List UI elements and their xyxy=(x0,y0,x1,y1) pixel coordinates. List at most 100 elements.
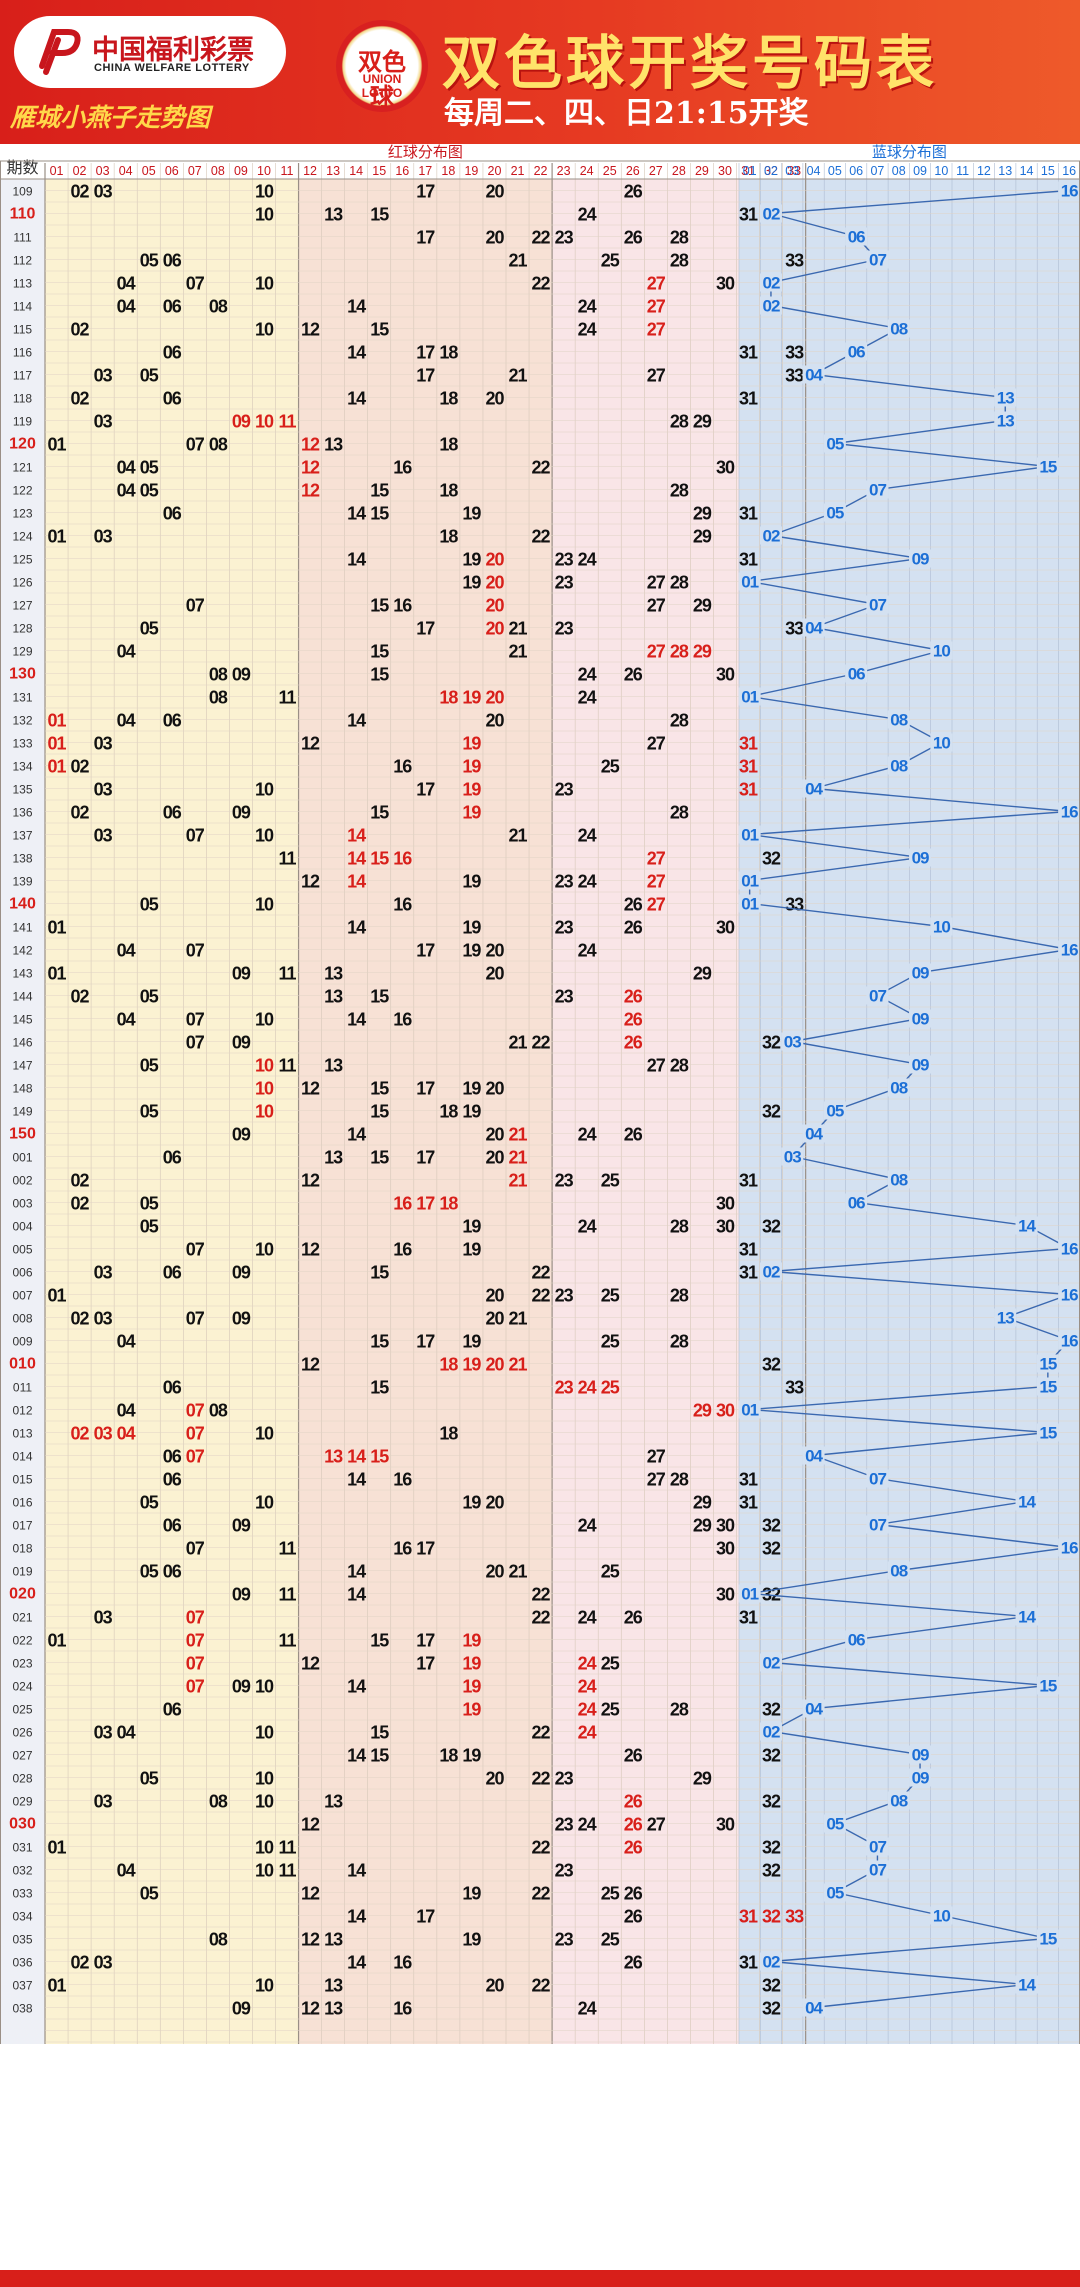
red-ball-number: 05 xyxy=(140,481,159,501)
blue-column-header: 04 xyxy=(807,164,821,178)
red-ball-number: 20 xyxy=(485,573,504,593)
draw-row: 140 05 10 16 26 27 33 xyxy=(9,895,805,915)
red-ball-number: 08 xyxy=(209,688,228,708)
red-ball-number: 07 xyxy=(186,435,205,455)
red-ball-number: 32 xyxy=(762,1999,781,2019)
draw-row: 032 04 10 11 14 23 32 xyxy=(12,1861,782,1881)
red-ball-number: 07 xyxy=(186,1401,205,1421)
red-ball-number: 23 xyxy=(555,1930,574,1950)
blue-ball-backdrop xyxy=(887,756,910,775)
draw-row: 122 04 05 12 15 18 28 xyxy=(12,481,689,501)
draw-row: 130 08 09 15 24 26 30 xyxy=(9,665,736,685)
draw-row: 134 01 02 16 19 25 31 xyxy=(12,757,759,777)
red-ball-number: 32 xyxy=(762,1976,781,1996)
red-ball-number: 08 xyxy=(209,297,228,317)
draw-row: 119 03 09 10 11 28 29 xyxy=(13,412,713,432)
red-ball-number: 09 xyxy=(232,1585,251,1605)
red-ball-number: 31 xyxy=(739,1470,758,1490)
draw-row: 030 12 23 24 26 27 30 xyxy=(9,1815,736,1835)
red-ball-number: 10 xyxy=(255,205,274,225)
red-ball-number: 21 xyxy=(509,251,528,271)
blue-ball-backdrop xyxy=(887,710,910,729)
blue-ball-number: 05 xyxy=(826,1815,843,1834)
red-ball-number: 04 xyxy=(117,1424,136,1444)
red-column-header: 12 xyxy=(303,164,317,178)
red-ball-number: 03 xyxy=(94,182,113,202)
red-ball-number: 32 xyxy=(762,1861,781,1881)
red-ball-number: 31 xyxy=(739,1953,758,1973)
period-column-bg xyxy=(0,179,45,2044)
draw-row: 027 14 15 18 19 26 32 xyxy=(12,1746,782,1766)
red-ball-number: 32 xyxy=(762,1355,781,1375)
red-ball-number: 12 xyxy=(301,1240,320,1260)
red-ball-number: 17 xyxy=(416,1148,435,1168)
red-ball-number: 20 xyxy=(485,389,504,409)
blue-ball-backdrop xyxy=(909,549,932,568)
blue-ball-backdrop xyxy=(1036,1377,1059,1396)
red-ball-number: 29 xyxy=(693,412,712,432)
period-label: 020 xyxy=(9,1586,36,1603)
red-column-header: 08 xyxy=(211,164,225,178)
red-ball-number: 31 xyxy=(739,550,758,570)
period-label: 036 xyxy=(12,1956,32,1970)
draw-row: 133 01 03 12 19 27 31 xyxy=(12,734,759,754)
period-label: 117 xyxy=(13,369,32,383)
blue-ball-number: 16 xyxy=(1061,182,1078,201)
red-ball-number: 19 xyxy=(462,1355,481,1375)
period-label: 017 xyxy=(12,1519,32,1533)
blue-ball-number: 01 xyxy=(741,573,758,592)
red-ball-number: 16 xyxy=(393,1999,412,2019)
red-ball-number: 16 xyxy=(393,757,412,777)
red-ball-number: 32 xyxy=(762,1792,781,1812)
blue-ball-backdrop xyxy=(738,871,761,890)
blue-column-header: 15 xyxy=(1041,164,1055,178)
period-label: 126 xyxy=(12,576,32,590)
red-ball-number: 10 xyxy=(255,1240,274,1260)
red-ball-number: 22 xyxy=(532,228,551,248)
blue-ball-backdrop xyxy=(1058,940,1080,959)
red-ball-number: 21 xyxy=(509,642,528,662)
period-label: 038 xyxy=(12,2002,32,2016)
period-label: 005 xyxy=(12,1243,32,1257)
red-ball-number: 03 xyxy=(94,1424,113,1444)
blue-ball-number: 13 xyxy=(997,1309,1014,1328)
red-ball-number: 19 xyxy=(462,1217,481,1237)
period-label: 145 xyxy=(12,1013,32,1027)
period-label: 003 xyxy=(12,1197,32,1211)
red-ball-number: 14 xyxy=(347,1562,366,1582)
blue-ball-number: 13 xyxy=(997,412,1014,431)
red-ball-number: 27 xyxy=(647,297,666,317)
red-ball-number: 19 xyxy=(462,550,481,570)
red-ball-number: 07 xyxy=(186,826,205,846)
red-ball-number: 07 xyxy=(186,1033,205,1053)
red-ball-number: 31 xyxy=(739,504,758,524)
red-ball-number: 03 xyxy=(94,826,113,846)
red-ball-number: 07 xyxy=(186,1309,205,1329)
red-ball-number: 31 xyxy=(739,780,758,800)
page-title: 双色球开奖号码表 xyxy=(442,29,939,97)
red-ball-number: 16 xyxy=(393,458,412,478)
draw-row: 147 05 10 11 13 27 28 xyxy=(12,1056,689,1076)
red-column-header: 14 xyxy=(349,164,363,178)
red-ball-number: 11 xyxy=(279,412,297,432)
red-column-header: 19 xyxy=(464,164,478,178)
period-label: 012 xyxy=(12,1404,32,1418)
red-zone-2-bg xyxy=(298,179,553,2044)
period-label: 133 xyxy=(12,737,32,751)
red-ball-number: 13 xyxy=(324,435,343,455)
red-ball-number: 22 xyxy=(532,1976,551,1996)
red-ball-number: 29 xyxy=(693,504,712,524)
blue-ball-backdrop xyxy=(866,1469,889,1488)
blue-ball-backdrop xyxy=(909,963,932,982)
red-ball-number: 23 xyxy=(555,1815,574,1835)
red-ball-number: 30 xyxy=(716,458,735,478)
draw-row: 038 09 12 13 16 24 32 xyxy=(12,1999,782,2019)
red-ball-number: 10 xyxy=(255,895,274,915)
blue-ball-backdrop xyxy=(823,434,846,453)
red-ball-number: 23 xyxy=(555,228,574,248)
period-label: 150 xyxy=(9,1126,36,1143)
period-label: 131 xyxy=(12,691,32,705)
red-ball-number: 31 xyxy=(739,1608,758,1628)
blue-ball-backdrop xyxy=(845,664,868,683)
red-ball-number: 15 xyxy=(370,1332,389,1352)
